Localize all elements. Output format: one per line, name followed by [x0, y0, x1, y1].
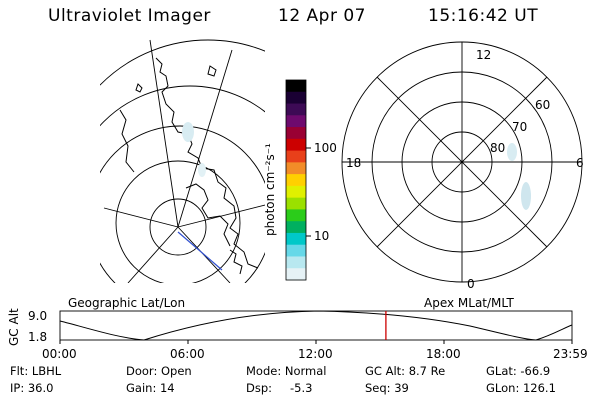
colorbar-unit: photon cm⁻²s⁻¹: [263, 143, 277, 236]
gc-alt-curve: [59, 310, 573, 341]
mlat-label-60: 60: [535, 98, 551, 112]
orbit-timeline: [59, 310, 573, 344]
colorbar: [285, 79, 311, 281]
mlt-label-12: 12: [476, 48, 492, 62]
colorbar-swatch: [286, 115, 306, 128]
xtick-label: 06:00: [170, 347, 205, 361]
colorbar-label-100: 100: [314, 141, 337, 155]
colorbar-swatch: [286, 244, 306, 258]
seq-info: Seq: 39: [365, 381, 409, 395]
colorbar-swatch: [286, 256, 306, 269]
orbit-track: [177, 231, 223, 271]
lat-circle: [100, 85, 265, 127]
mlat-label-70: 70: [512, 120, 528, 134]
lon-line: [103, 207, 179, 228]
coastline: [207, 65, 217, 77]
dsp-value: -5.3: [290, 381, 313, 395]
dsp-label: Dsp:: [246, 381, 273, 395]
colorbar-swatch: [286, 162, 306, 175]
colorbar-swatch: [286, 80, 306, 93]
colorbar-label-10: 10: [314, 229, 330, 243]
timeline-ymin: 1.8: [28, 330, 48, 344]
colorbar-frame: [285, 79, 307, 281]
timeline-ymax: 9.0: [28, 309, 48, 323]
colorbar-swatch: [286, 221, 306, 234]
door-info: Door: Open: [126, 364, 192, 378]
xtick-label: 12:00: [298, 347, 333, 361]
lat-circle: [100, 39, 265, 86]
geographic-map: [100, 39, 265, 283]
lon-line: [177, 49, 233, 228]
mlt-diag: [376, 76, 548, 248]
timeline-ylabel: GC Alt: [7, 308, 21, 346]
mlt-label-18: 18: [346, 156, 362, 170]
ip-info: IP: 36.0: [10, 381, 54, 395]
coastline: [135, 83, 143, 93]
glon-info: GLon: 126.1: [486, 381, 556, 395]
coastline: [185, 183, 231, 247]
aurora-blob: [507, 143, 517, 161]
apex-map-label: Apex MLat/MLT: [424, 296, 514, 310]
lat-circle: [115, 160, 241, 283]
geo-map-label: Geographic Lat/Lon: [68, 296, 186, 310]
mlat-label-80: 80: [490, 141, 506, 155]
colorbar-swatch: [286, 91, 306, 105]
coastline: [155, 57, 259, 269]
time-label: 15:16:42 UT: [428, 6, 539, 26]
lon-line: [127, 226, 179, 283]
coastline: [229, 249, 243, 275]
instrument-title: Ultraviolet Imager: [48, 6, 211, 26]
gain-info: Gain: 14: [126, 381, 175, 395]
date-label: 12 Apr 07: [278, 6, 366, 26]
mlt-label-6: 6: [576, 156, 584, 170]
xtick-label: 18:00: [426, 347, 461, 361]
colorbar-swatch: [286, 209, 306, 222]
lat-circle: [100, 125, 265, 283]
aurora-blob: [182, 122, 194, 142]
lat-circle: [149, 198, 207, 256]
filter-info: Flt: LBHL: [10, 364, 62, 378]
apex-map: [341, 41, 583, 283]
lon-line: [149, 39, 179, 228]
colorbar-swatch: [286, 174, 306, 187]
xtick-label: 00:00: [42, 347, 77, 361]
colorbar-swatch: [286, 138, 306, 152]
mlt-label-0: 0: [467, 277, 475, 291]
colorbar-swatch: [286, 150, 306, 163]
timeline-frame: [59, 310, 573, 341]
xtick-label: 23:59: [553, 347, 588, 361]
colorbar-swatch: [286, 268, 306, 281]
mode-info: Mode: Normal: [246, 364, 327, 378]
colorbar-swatch: [286, 232, 306, 246]
lon-line: [177, 204, 265, 228]
aurora-blob: [521, 182, 531, 210]
gc-alt-info: GC Alt: 8.7 Re: [365, 364, 446, 378]
colorbar-swatch: [286, 185, 306, 199]
glat-info: GLat: -66.9: [486, 364, 551, 378]
aurora-blob: [198, 163, 206, 177]
colorbar-swatch: [286, 127, 306, 140]
coastline: [119, 109, 135, 173]
colorbar-swatch: [286, 103, 306, 116]
colorbar-swatch: [286, 197, 306, 211]
